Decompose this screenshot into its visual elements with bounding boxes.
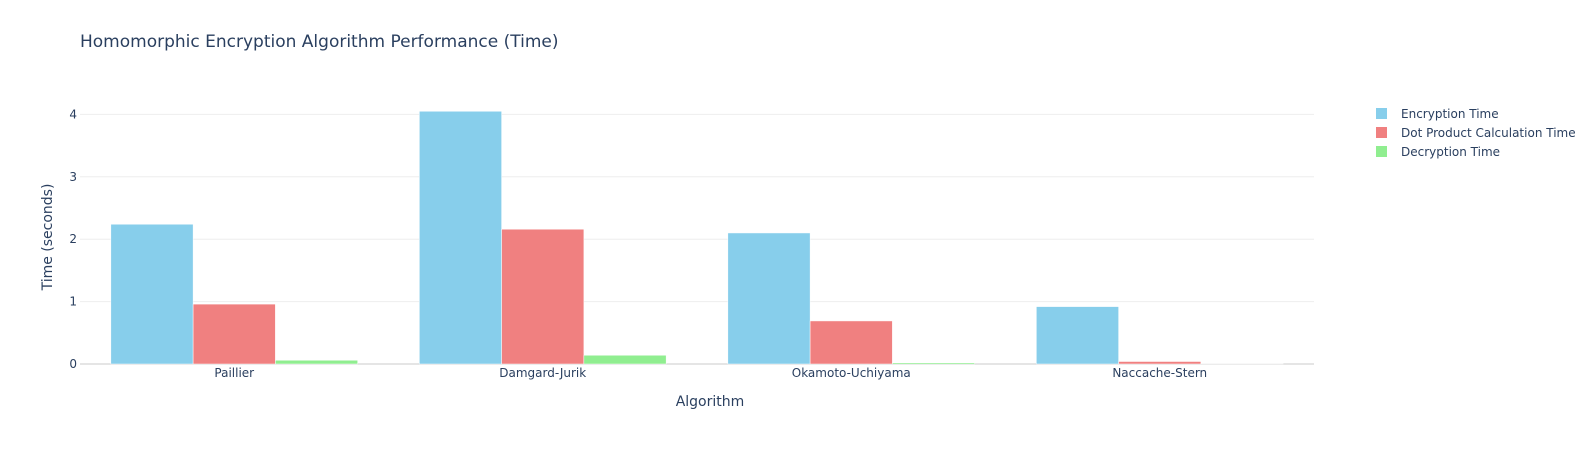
legend-swatch bbox=[1376, 108, 1387, 119]
legend-item-encryption[interactable]: Encryption Time bbox=[1376, 104, 1576, 123]
x-axis-label: Algorithm bbox=[676, 394, 745, 410]
y-tick-label: 0 bbox=[69, 357, 77, 371]
legend-swatch bbox=[1376, 127, 1387, 138]
bar-dot-product-okamoto-uchiyama bbox=[809, 320, 893, 365]
bar-decryption-paillier bbox=[275, 360, 358, 365]
legend-item-decryption[interactable]: Decryption Time bbox=[1376, 142, 1576, 161]
legend: Encryption Time Dot Product Calculation … bbox=[1376, 104, 1576, 161]
legend-item-dot-product[interactable]: Dot Product Calculation Time bbox=[1376, 123, 1576, 142]
bar-decryption-okamoto-uchiyama bbox=[892, 362, 975, 365]
bar-decryption-damgard-jurik bbox=[583, 355, 667, 365]
bars bbox=[110, 111, 1284, 365]
y-tick-label: 1 bbox=[69, 295, 77, 309]
x-tick-label: Paillier bbox=[214, 366, 254, 380]
y-tick-label: 3 bbox=[69, 170, 77, 184]
x-tick-label: Damgard-Jurik bbox=[499, 366, 586, 380]
bar-encryption-paillier bbox=[110, 223, 194, 365]
bar-encryption-okamoto-uchiyama bbox=[727, 232, 811, 365]
y-axis-label: Time (seconds) bbox=[40, 184, 56, 292]
bar-encryption-naccache-stern bbox=[1036, 306, 1119, 365]
legend-label: Dot Product Calculation Time bbox=[1401, 125, 1576, 140]
x-tick-label: Okamoto-Uchiyama bbox=[792, 366, 911, 380]
chart-title: Homomorphic Encryption Algorithm Perform… bbox=[80, 32, 559, 52]
legend-label: Decryption Time bbox=[1401, 144, 1501, 159]
bar-dot-product-damgard-jurik bbox=[501, 228, 585, 365]
bar-dot-product-paillier bbox=[192, 303, 276, 365]
legend-label: Encryption Time bbox=[1401, 106, 1499, 121]
y-tick-label: 2 bbox=[69, 232, 77, 246]
bar-dot-product-naccache-stern bbox=[1118, 361, 1202, 365]
axes: 0 1 2 3 4 Paillier Damgard-Jurik Okamoto-Uchiya… bbox=[69, 107, 1207, 380]
y-tick-label: 4 bbox=[69, 107, 77, 121]
bar-encryption-damgard-jurik bbox=[419, 111, 502, 365]
bar-decryption-naccache-stern bbox=[1200, 363, 1284, 365]
legend-swatch bbox=[1376, 146, 1387, 157]
x-tick-label: Naccache-Stern bbox=[1112, 366, 1207, 380]
